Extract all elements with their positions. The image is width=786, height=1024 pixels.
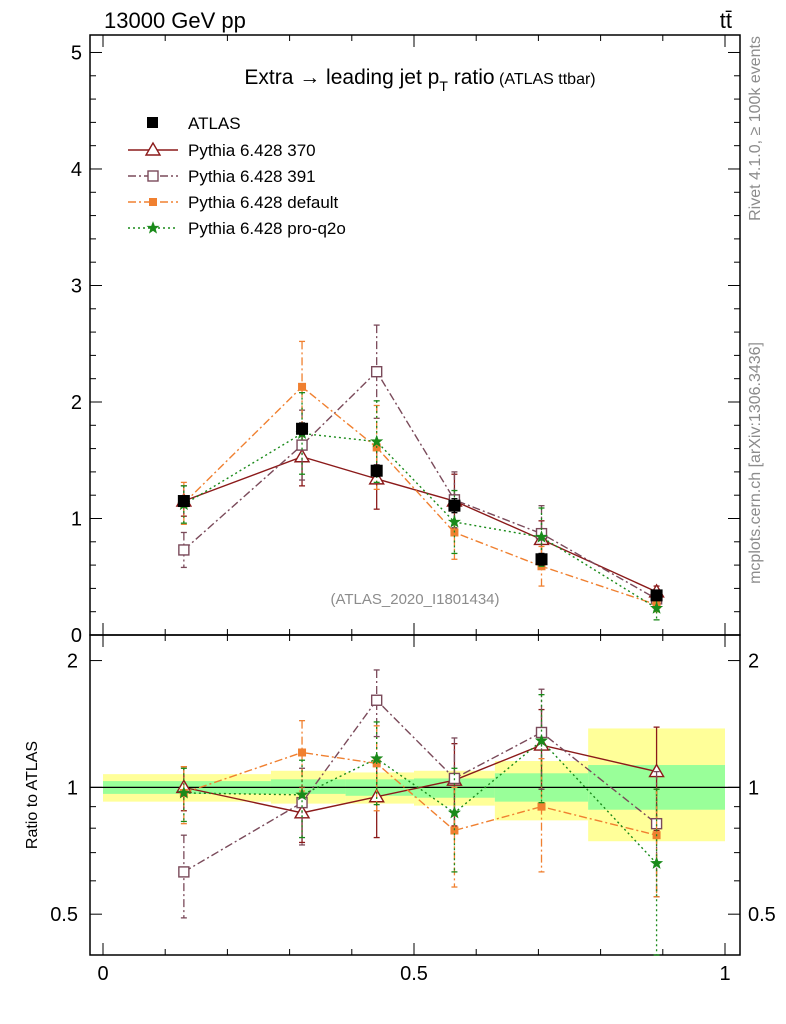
series-point <box>178 544 190 556</box>
ratio-series-line <box>183 739 658 864</box>
series-pythia-6-428-391 <box>178 324 663 607</box>
ratio-series-point <box>447 805 461 819</box>
series-line <box>183 432 657 609</box>
legend-label: Pythia 6.428 default <box>188 193 339 212</box>
ratio-series-pythia-6-428-pro-q2o <box>177 694 664 956</box>
legend-label: Pythia 6.428 391 <box>188 167 316 186</box>
data-point <box>296 422 309 435</box>
series-point <box>296 439 308 451</box>
ratio-y-tick-label: 2 <box>67 651 78 673</box>
process-label: tt̄ <box>720 8 732 33</box>
series-pythia-6-428-default <box>179 340 661 613</box>
main-y-tick-label: 3 <box>71 275 82 297</box>
series-point <box>368 470 385 485</box>
series-point <box>298 382 307 391</box>
series-point <box>447 515 461 528</box>
x-tick-label: 1 <box>719 963 730 985</box>
series-point <box>370 365 383 378</box>
series-line <box>183 456 657 593</box>
legend-entry-pythia-6-428-pro-q2o: Pythia 6.428 pro-q2o <box>128 219 346 238</box>
ratio-frame <box>89 634 741 956</box>
ratio-y-tick-label-right: 1 <box>748 777 759 799</box>
plot-title: Extra → leading jet pT ratio (ATLAS ttba… <box>244 66 595 94</box>
ratio-series-point <box>177 786 191 799</box>
ratio-series-point <box>650 856 664 869</box>
ratio-series-point <box>295 787 309 801</box>
ratio-series-point <box>537 802 546 811</box>
series-point <box>650 601 664 614</box>
series-point <box>370 434 384 448</box>
data-point <box>535 553 548 566</box>
data-point <box>177 495 190 508</box>
data-point <box>448 499 461 512</box>
main-y-tick-label: 0 <box>71 625 82 647</box>
legend-label: Pythia 6.428 pro-q2o <box>188 219 346 238</box>
main-y-tick-label: 4 <box>71 159 82 181</box>
legend-label: Pythia 6.428 370 <box>188 141 316 160</box>
ratio-series-line <box>183 699 658 873</box>
ratio-y-tick-label: 0.5 <box>50 904 78 926</box>
ratio-y-tick-label-right: 0.5 <box>748 904 776 926</box>
rivet-version-label: Rivet 4.1.0, ≥ 100k events <box>747 36 764 221</box>
x-tick-label: 0.5 <box>400 963 428 985</box>
data-point <box>370 464 383 477</box>
main-panel: Extra → leading jet pT ratio (ATLAS ttba… <box>71 34 741 647</box>
legend-marker <box>146 221 160 234</box>
ratio-panel: 0.5 0.5 1 1 2 2 0 0.5 1 Ratio to ATLAS <box>24 634 776 985</box>
legend-marker <box>147 170 159 182</box>
series-pythia-6-428-pro-q2o <box>177 392 664 621</box>
legend-marker-atlas <box>147 117 158 128</box>
ratio-y-axis-label: Ratio to ATLAS <box>24 741 41 849</box>
legend-entry-atlas: ATLAS <box>147 114 241 133</box>
ratio-y-tick-label: 1 <box>67 777 78 799</box>
ratio-y-tick-label-right: 2 <box>748 651 759 673</box>
x-tick-label: 0 <box>97 963 108 985</box>
ratio-series-point <box>298 748 307 757</box>
series-line <box>183 385 657 606</box>
ratio-series-point <box>370 694 383 706</box>
mcplots-label: mcplots.cern.ch [arXiv:1306.3436] <box>747 342 764 584</box>
series-line <box>183 370 657 600</box>
main-y-tick-label: 2 <box>71 392 82 414</box>
series-pythia-6-428-370 <box>175 426 665 599</box>
legend-entry-pythia-6-428-default: Pythia 6.428 default <box>128 193 339 212</box>
legend-marker <box>144 141 162 156</box>
ratio-series-point <box>535 733 548 747</box>
ratio-series-point <box>450 826 459 835</box>
legend-label-atlas: ATLAS <box>188 114 241 133</box>
series-point <box>534 530 549 543</box>
legend-entry-pythia-6-428-370: Pythia 6.428 370 <box>128 141 316 160</box>
legend: ATLAS Pythia 6.428 370 Pythia 6.428 391 Py… <box>128 114 346 238</box>
ratio-series-line <box>183 744 657 814</box>
legend-entry-pythia-6-428-391: Pythia 6.428 391 <box>128 167 316 186</box>
ratio-series-point <box>178 866 190 878</box>
energy-label: 13000 GeV pp <box>104 8 246 33</box>
ratio-series-line <box>183 751 657 836</box>
legend-marker <box>149 198 157 206</box>
ratio-series-point <box>370 751 384 765</box>
main-y-tick-label: 1 <box>71 508 82 530</box>
main-y-tick-label: 5 <box>71 42 82 64</box>
analysis-label: (ATLAS_2020_I1801434) <box>330 591 499 608</box>
data-point <box>650 589 663 602</box>
